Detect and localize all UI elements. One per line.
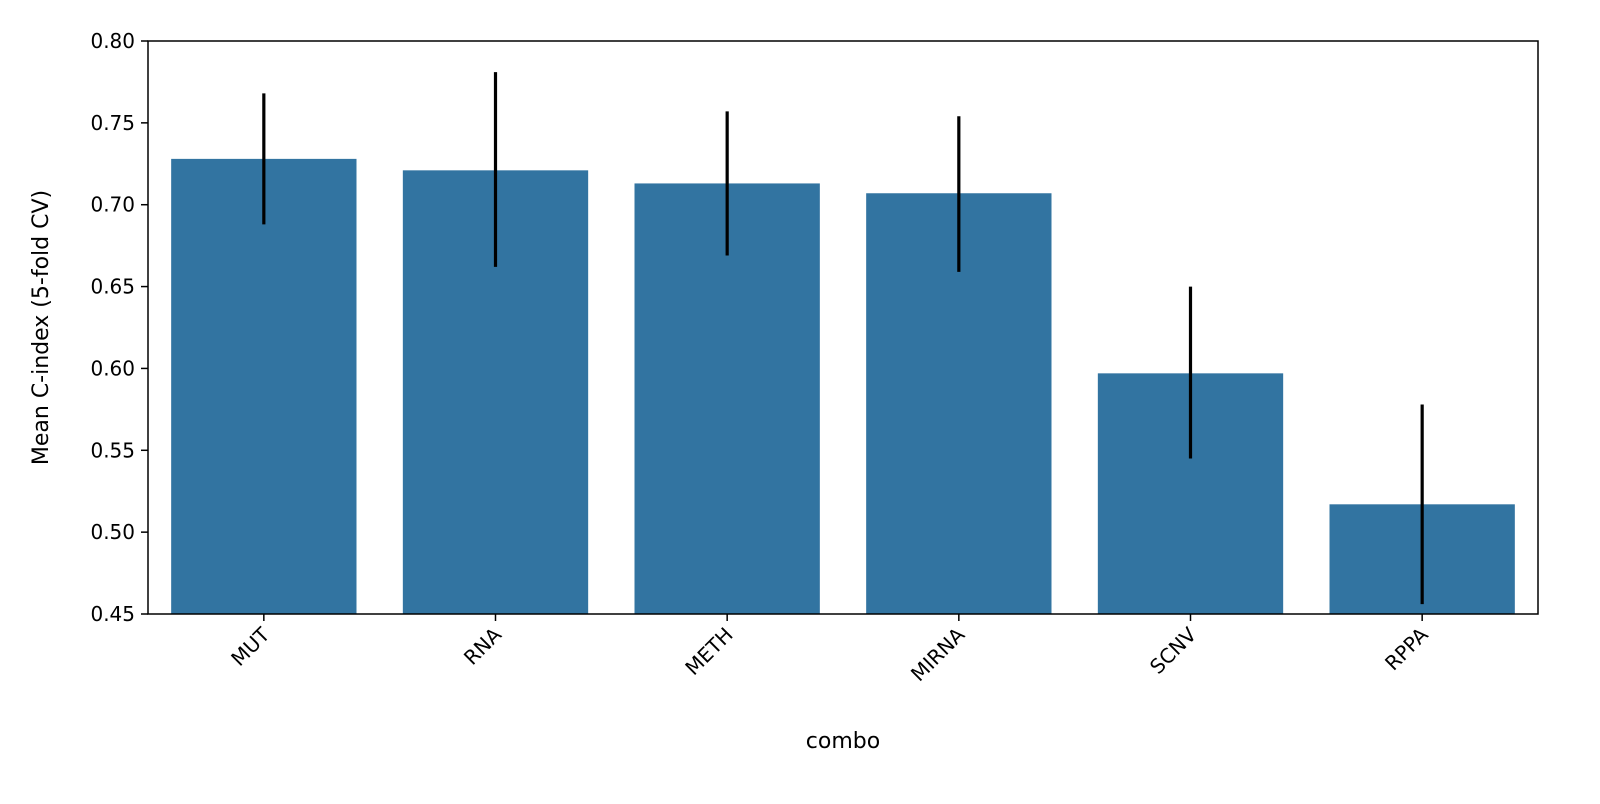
- y-tick-label: 0.80: [90, 29, 135, 53]
- x-tick-label: RNA: [459, 622, 506, 669]
- y-tick-label: 0.45: [90, 602, 135, 626]
- x-tick-label: RPPA: [1380, 622, 1433, 675]
- error-bars-layer: [262, 72, 1424, 605]
- y-tick-label: 0.70: [90, 193, 135, 217]
- y-tick-label: 0.55: [90, 438, 135, 462]
- axes-layer: [147, 40, 1539, 615]
- bars-layer: [171, 158, 1515, 615]
- y-tick-label: 0.75: [90, 111, 135, 135]
- x-axis-ticks: MUT RNA METH MIRNA SCNV RPPA: [226, 614, 1433, 686]
- x-tick-label: MIRNA: [906, 622, 970, 686]
- y-axis-label: Mean C-index (5-fold CV): [29, 190, 54, 465]
- plot-area-frame: [147, 40, 1539, 615]
- y-tick-label: 0.65: [90, 275, 135, 299]
- y-tick-label: 0.60: [90, 356, 135, 380]
- x-tick-label: METH: [680, 623, 737, 680]
- x-tick-label: SCNV: [1145, 622, 1201, 678]
- y-axis-ticks: 0.45 0.50 0.55 0.60 0.65 0.70 0.75 0.80: [90, 29, 148, 626]
- y-tick-label: 0.50: [90, 520, 135, 544]
- x-axis-label: combo: [806, 729, 880, 754]
- bar-mut: [171, 158, 357, 615]
- x-tick-label: MUT: [226, 622, 275, 671]
